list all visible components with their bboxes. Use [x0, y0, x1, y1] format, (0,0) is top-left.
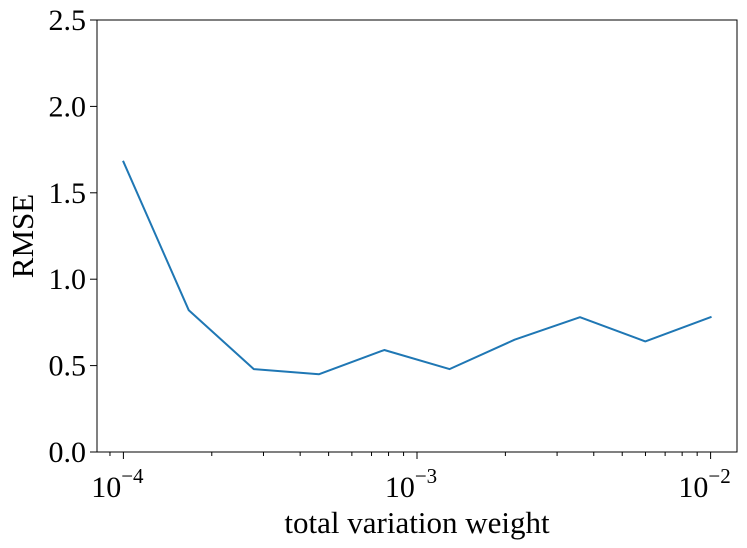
x-tick-label: 10−4 [91, 464, 144, 504]
y-tick-label: 2.0 [49, 90, 87, 123]
x-tick-base: 10 [385, 471, 415, 504]
x-tick-exponent: −3 [415, 464, 437, 488]
y-tick-label: 2.5 [49, 4, 87, 37]
x-tick-exponent: −4 [121, 464, 144, 488]
plot-area [96, 19, 738, 453]
y-axis-label: RMSE [5, 194, 40, 278]
series-line [122, 160, 712, 376]
x-tick-exponent: −2 [708, 464, 730, 488]
x-axis-label: total variation weight [284, 505, 550, 540]
x-tick-base: 10 [678, 471, 708, 504]
y-axis-ticks: 0.0 0.5 1.0 1.5 2.0 2.5 [49, 4, 97, 469]
x-tick-label: 10−3 [385, 464, 437, 504]
series-layer [122, 160, 712, 376]
x-tick-label: 10−2 [678, 464, 730, 504]
y-tick-label: 1.0 [49, 263, 87, 296]
x-tick-base: 10 [91, 471, 121, 504]
x-minor-ticks [109, 452, 698, 456]
y-tick-label: 0.0 [49, 436, 87, 469]
y-tick-label: 0.5 [49, 350, 87, 383]
y-tick-label: 1.5 [49, 177, 87, 210]
x-axis-ticks: 10−4 10−3 10−2 [91, 452, 731, 504]
